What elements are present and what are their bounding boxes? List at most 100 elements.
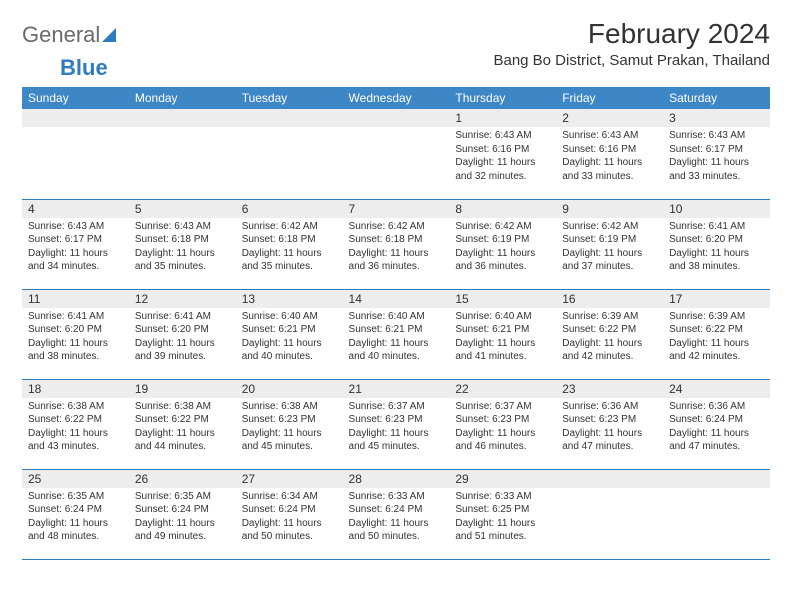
calendar-cell: 14Sunrise: 6:40 AMSunset: 6:21 PMDayligh…: [343, 289, 450, 379]
day-data: Sunrise: 6:39 AMSunset: 6:22 PMDaylight:…: [663, 308, 770, 368]
day-data: Sunrise: 6:42 AMSunset: 6:19 PMDaylight:…: [556, 218, 663, 278]
location-text: Bang Bo District, Samut Prakan, Thailand: [493, 52, 770, 69]
day-data: Sunrise: 6:38 AMSunset: 6:22 PMDaylight:…: [22, 398, 129, 458]
calendar-cell: 28Sunrise: 6:33 AMSunset: 6:24 PMDayligh…: [343, 469, 450, 559]
calendar-cell: 20Sunrise: 6:38 AMSunset: 6:23 PMDayligh…: [236, 379, 343, 469]
calendar-cell-empty: [663, 469, 770, 559]
calendar-cell: 10Sunrise: 6:41 AMSunset: 6:20 PMDayligh…: [663, 199, 770, 289]
calendar-cell: 18Sunrise: 6:38 AMSunset: 6:22 PMDayligh…: [22, 379, 129, 469]
day-data: Sunrise: 6:35 AMSunset: 6:24 PMDaylight:…: [22, 488, 129, 548]
calendar-row: 25Sunrise: 6:35 AMSunset: 6:24 PMDayligh…: [22, 469, 770, 559]
calendar-table: SundayMondayTuesdayWednesdayThursdayFrid…: [22, 87, 770, 560]
day-data: Sunrise: 6:34 AMSunset: 6:24 PMDaylight:…: [236, 488, 343, 548]
day-data: Sunrise: 6:42 AMSunset: 6:18 PMDaylight:…: [236, 218, 343, 278]
weekday-header: Wednesday: [343, 87, 450, 109]
weekday-header: Sunday: [22, 87, 129, 109]
day-number: 18: [22, 380, 129, 398]
month-title: February 2024: [493, 18, 770, 50]
calendar-cell: 2Sunrise: 6:43 AMSunset: 6:16 PMDaylight…: [556, 109, 663, 199]
day-data: Sunrise: 6:42 AMSunset: 6:19 PMDaylight:…: [449, 218, 556, 278]
calendar-cell: 13Sunrise: 6:40 AMSunset: 6:21 PMDayligh…: [236, 289, 343, 379]
logo-triangle-icon: [102, 28, 116, 42]
day-data: Sunrise: 6:36 AMSunset: 6:24 PMDaylight:…: [663, 398, 770, 458]
weekday-header: Saturday: [663, 87, 770, 109]
calendar-cell-empty: [129, 109, 236, 199]
calendar-cell: 22Sunrise: 6:37 AMSunset: 6:23 PMDayligh…: [449, 379, 556, 469]
calendar-cell: 26Sunrise: 6:35 AMSunset: 6:24 PMDayligh…: [129, 469, 236, 559]
weekday-header: Monday: [129, 87, 236, 109]
calendar-cell: 24Sunrise: 6:36 AMSunset: 6:24 PMDayligh…: [663, 379, 770, 469]
day-number: 3: [663, 109, 770, 127]
calendar-cell: 25Sunrise: 6:35 AMSunset: 6:24 PMDayligh…: [22, 469, 129, 559]
calendar-cell: 6Sunrise: 6:42 AMSunset: 6:18 PMDaylight…: [236, 199, 343, 289]
day-number: 15: [449, 290, 556, 308]
day-number: 1: [449, 109, 556, 127]
day-data: Sunrise: 6:38 AMSunset: 6:23 PMDaylight:…: [236, 398, 343, 458]
calendar-cell: 3Sunrise: 6:43 AMSunset: 6:17 PMDaylight…: [663, 109, 770, 199]
day-number: [343, 109, 450, 127]
calendar-cell: 23Sunrise: 6:36 AMSunset: 6:23 PMDayligh…: [556, 379, 663, 469]
day-data: Sunrise: 6:41 AMSunset: 6:20 PMDaylight:…: [663, 218, 770, 278]
day-data: Sunrise: 6:43 AMSunset: 6:17 PMDaylight:…: [22, 218, 129, 278]
day-number: [663, 470, 770, 488]
day-number: [556, 470, 663, 488]
day-data: Sunrise: 6:40 AMSunset: 6:21 PMDaylight:…: [343, 308, 450, 368]
day-data: Sunrise: 6:36 AMSunset: 6:23 PMDaylight:…: [556, 398, 663, 458]
day-number: 29: [449, 470, 556, 488]
calendar-cell: 21Sunrise: 6:37 AMSunset: 6:23 PMDayligh…: [343, 379, 450, 469]
day-number: 22: [449, 380, 556, 398]
day-data: Sunrise: 6:38 AMSunset: 6:22 PMDaylight:…: [129, 398, 236, 458]
calendar-cell-empty: [343, 109, 450, 199]
day-number: 26: [129, 470, 236, 488]
logo: General: [22, 18, 116, 48]
day-number: 23: [556, 380, 663, 398]
day-number: 11: [22, 290, 129, 308]
day-data: Sunrise: 6:33 AMSunset: 6:25 PMDaylight:…: [449, 488, 556, 548]
weekday-header-row: SundayMondayTuesdayWednesdayThursdayFrid…: [22, 87, 770, 109]
day-number: 19: [129, 380, 236, 398]
calendar-cell: 15Sunrise: 6:40 AMSunset: 6:21 PMDayligh…: [449, 289, 556, 379]
day-number: 24: [663, 380, 770, 398]
day-number: 5: [129, 200, 236, 218]
day-data: [129, 127, 236, 177]
calendar-row: 1Sunrise: 6:43 AMSunset: 6:16 PMDaylight…: [22, 109, 770, 199]
day-number: 2: [556, 109, 663, 127]
day-number: 12: [129, 290, 236, 308]
day-number: [129, 109, 236, 127]
day-number: 20: [236, 380, 343, 398]
day-number: 17: [663, 290, 770, 308]
calendar-body: 1Sunrise: 6:43 AMSunset: 6:16 PMDaylight…: [22, 109, 770, 559]
calendar-cell: 7Sunrise: 6:42 AMSunset: 6:18 PMDaylight…: [343, 199, 450, 289]
logo-text-blue: Blue: [60, 55, 108, 80]
calendar-cell: 5Sunrise: 6:43 AMSunset: 6:18 PMDaylight…: [129, 199, 236, 289]
weekday-header: Friday: [556, 87, 663, 109]
title-block: February 2024 Bang Bo District, Samut Pr…: [493, 18, 770, 69]
day-data: Sunrise: 6:41 AMSunset: 6:20 PMDaylight:…: [129, 308, 236, 368]
day-number: 9: [556, 200, 663, 218]
calendar-cell: 17Sunrise: 6:39 AMSunset: 6:22 PMDayligh…: [663, 289, 770, 379]
day-number: 28: [343, 470, 450, 488]
day-number: 16: [556, 290, 663, 308]
day-data: Sunrise: 6:35 AMSunset: 6:24 PMDaylight:…: [129, 488, 236, 548]
calendar-cell: 16Sunrise: 6:39 AMSunset: 6:22 PMDayligh…: [556, 289, 663, 379]
calendar-cell: 11Sunrise: 6:41 AMSunset: 6:20 PMDayligh…: [22, 289, 129, 379]
weekday-header: Tuesday: [236, 87, 343, 109]
day-data: Sunrise: 6:43 AMSunset: 6:16 PMDaylight:…: [449, 127, 556, 187]
calendar-cell: 29Sunrise: 6:33 AMSunset: 6:25 PMDayligh…: [449, 469, 556, 559]
day-data: [236, 127, 343, 177]
day-data: Sunrise: 6:40 AMSunset: 6:21 PMDaylight:…: [236, 308, 343, 368]
weekday-header: Thursday: [449, 87, 556, 109]
day-number: 21: [343, 380, 450, 398]
day-number: 6: [236, 200, 343, 218]
day-number: [236, 109, 343, 127]
calendar-cell-empty: [22, 109, 129, 199]
day-number: 25: [22, 470, 129, 488]
calendar-row: 18Sunrise: 6:38 AMSunset: 6:22 PMDayligh…: [22, 379, 770, 469]
day-number: 13: [236, 290, 343, 308]
day-data: [663, 488, 770, 538]
day-data: Sunrise: 6:33 AMSunset: 6:24 PMDaylight:…: [343, 488, 450, 548]
day-data: [556, 488, 663, 538]
calendar-cell: 12Sunrise: 6:41 AMSunset: 6:20 PMDayligh…: [129, 289, 236, 379]
calendar-cell: 9Sunrise: 6:42 AMSunset: 6:19 PMDaylight…: [556, 199, 663, 289]
calendar-cell-empty: [236, 109, 343, 199]
